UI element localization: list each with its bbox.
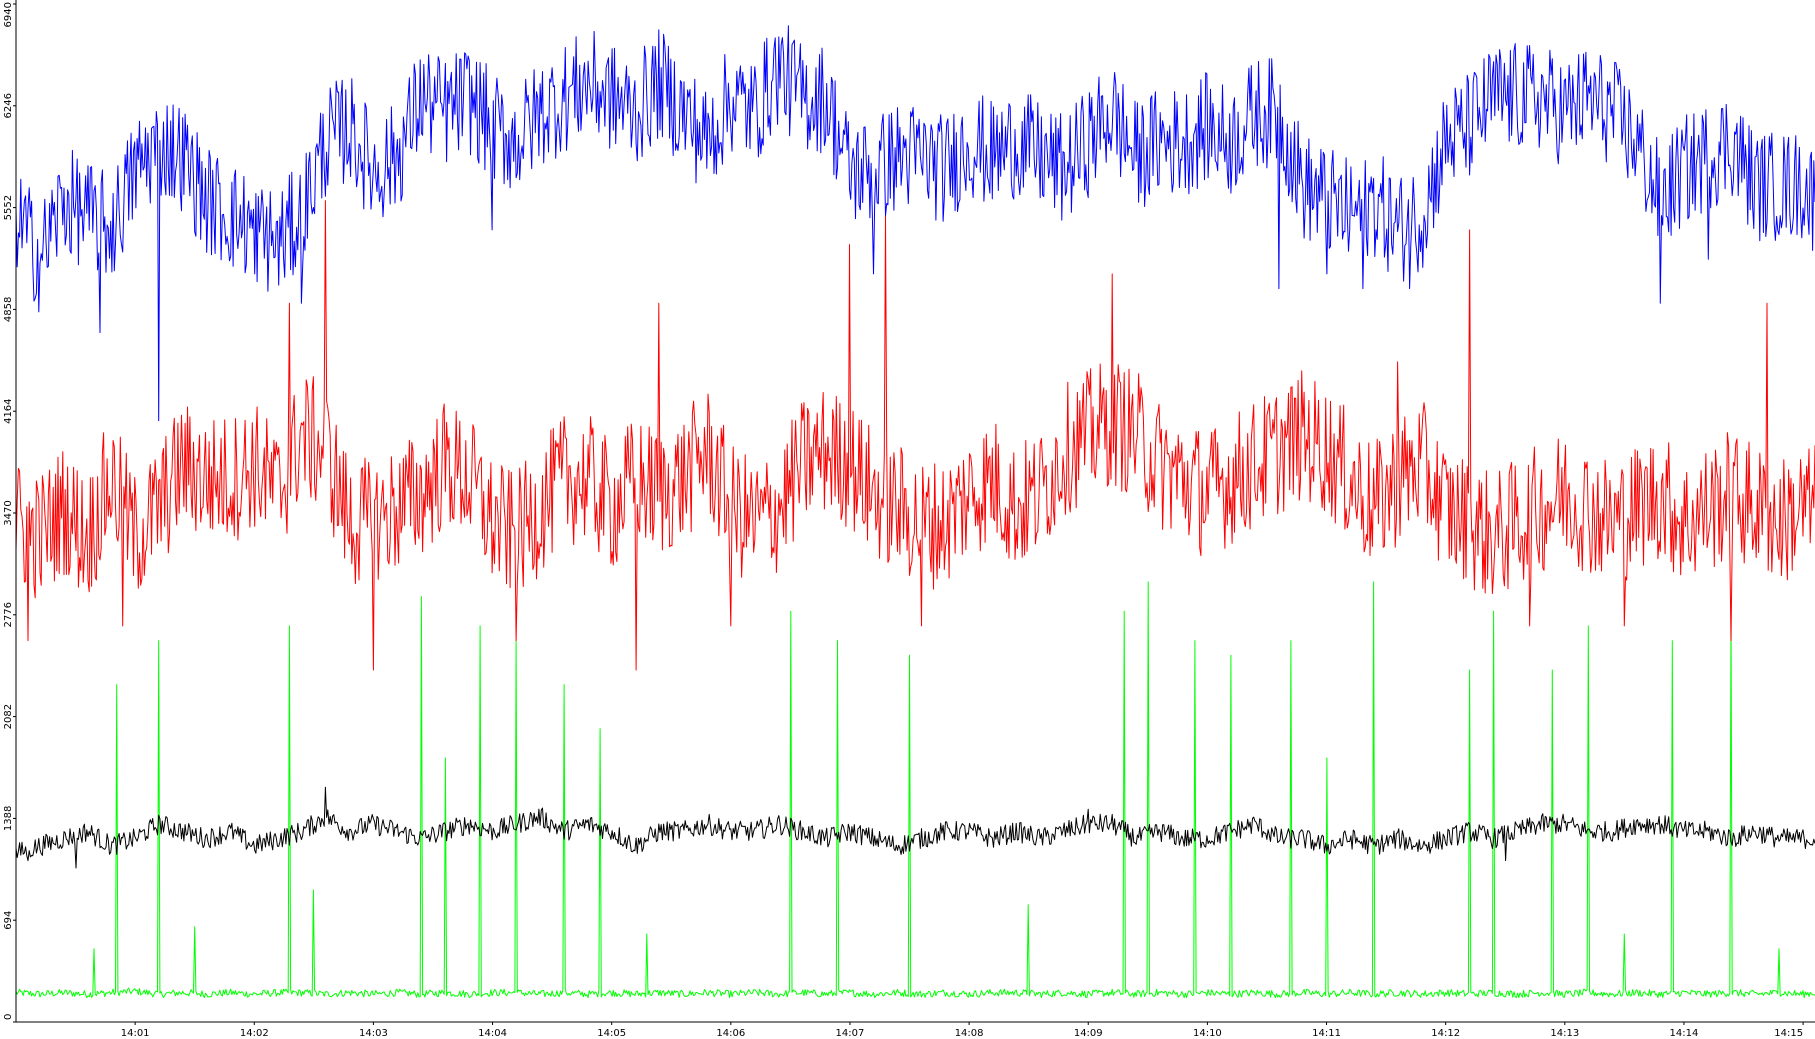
x-tick-label: 14:05	[597, 1028, 626, 1039]
x-tick-label: 14:06	[716, 1028, 745, 1039]
y-tick-label: 6246	[3, 93, 14, 118]
y-tick-label: 4858	[3, 297, 14, 322]
x-tick-label: 14:10	[1193, 1028, 1222, 1039]
y-tick-label: 1388	[3, 806, 14, 831]
y-tick-label: 5552	[3, 195, 14, 220]
x-tick-label: 14:02	[240, 1028, 269, 1039]
y-tick-label: 6940	[3, 2, 14, 27]
y-tick-label: 2082	[3, 704, 14, 729]
x-tick-label: 14:09	[1074, 1028, 1103, 1039]
x-axis-ticks: 14:01 14:02 14:03 14:04 14:05 14:06 14:07 14:08…	[121, 1022, 1804, 1039]
x-tick-label: 14:08	[955, 1028, 984, 1039]
x-tick-label: 14:14	[1670, 1028, 1699, 1039]
series-line-3	[15, 786, 1815, 869]
plot-series-group	[15, 25, 1815, 999]
series-line-1	[15, 25, 1815, 422]
x-tick-label: 14:01	[121, 1028, 150, 1039]
x-tick-label: 14:12	[1431, 1028, 1460, 1039]
y-tick-label: 0	[3, 1014, 14, 1020]
y-tick-label: 4164	[3, 398, 14, 423]
x-tick-label: 14:13	[1550, 1028, 1579, 1039]
series-line-4	[15, 581, 1815, 999]
x-tick-label: 14:04	[478, 1028, 507, 1039]
series-line-2	[15, 200, 1815, 671]
y-tick-label: 694	[3, 911, 14, 930]
y-axis-ticks: 0 694 1388 2082 2776 3470 4164 4858 5552 6246 6940	[3, 2, 16, 1023]
y-tick-label: 2776	[3, 602, 14, 627]
x-tick-label: 14:03	[359, 1028, 388, 1039]
x-tick-label: 14:15	[1774, 1028, 1803, 1039]
y-tick-label: 3470	[3, 500, 14, 525]
x-tick-label: 14:11	[1312, 1028, 1341, 1039]
x-tick-label: 14:07	[836, 1028, 865, 1039]
